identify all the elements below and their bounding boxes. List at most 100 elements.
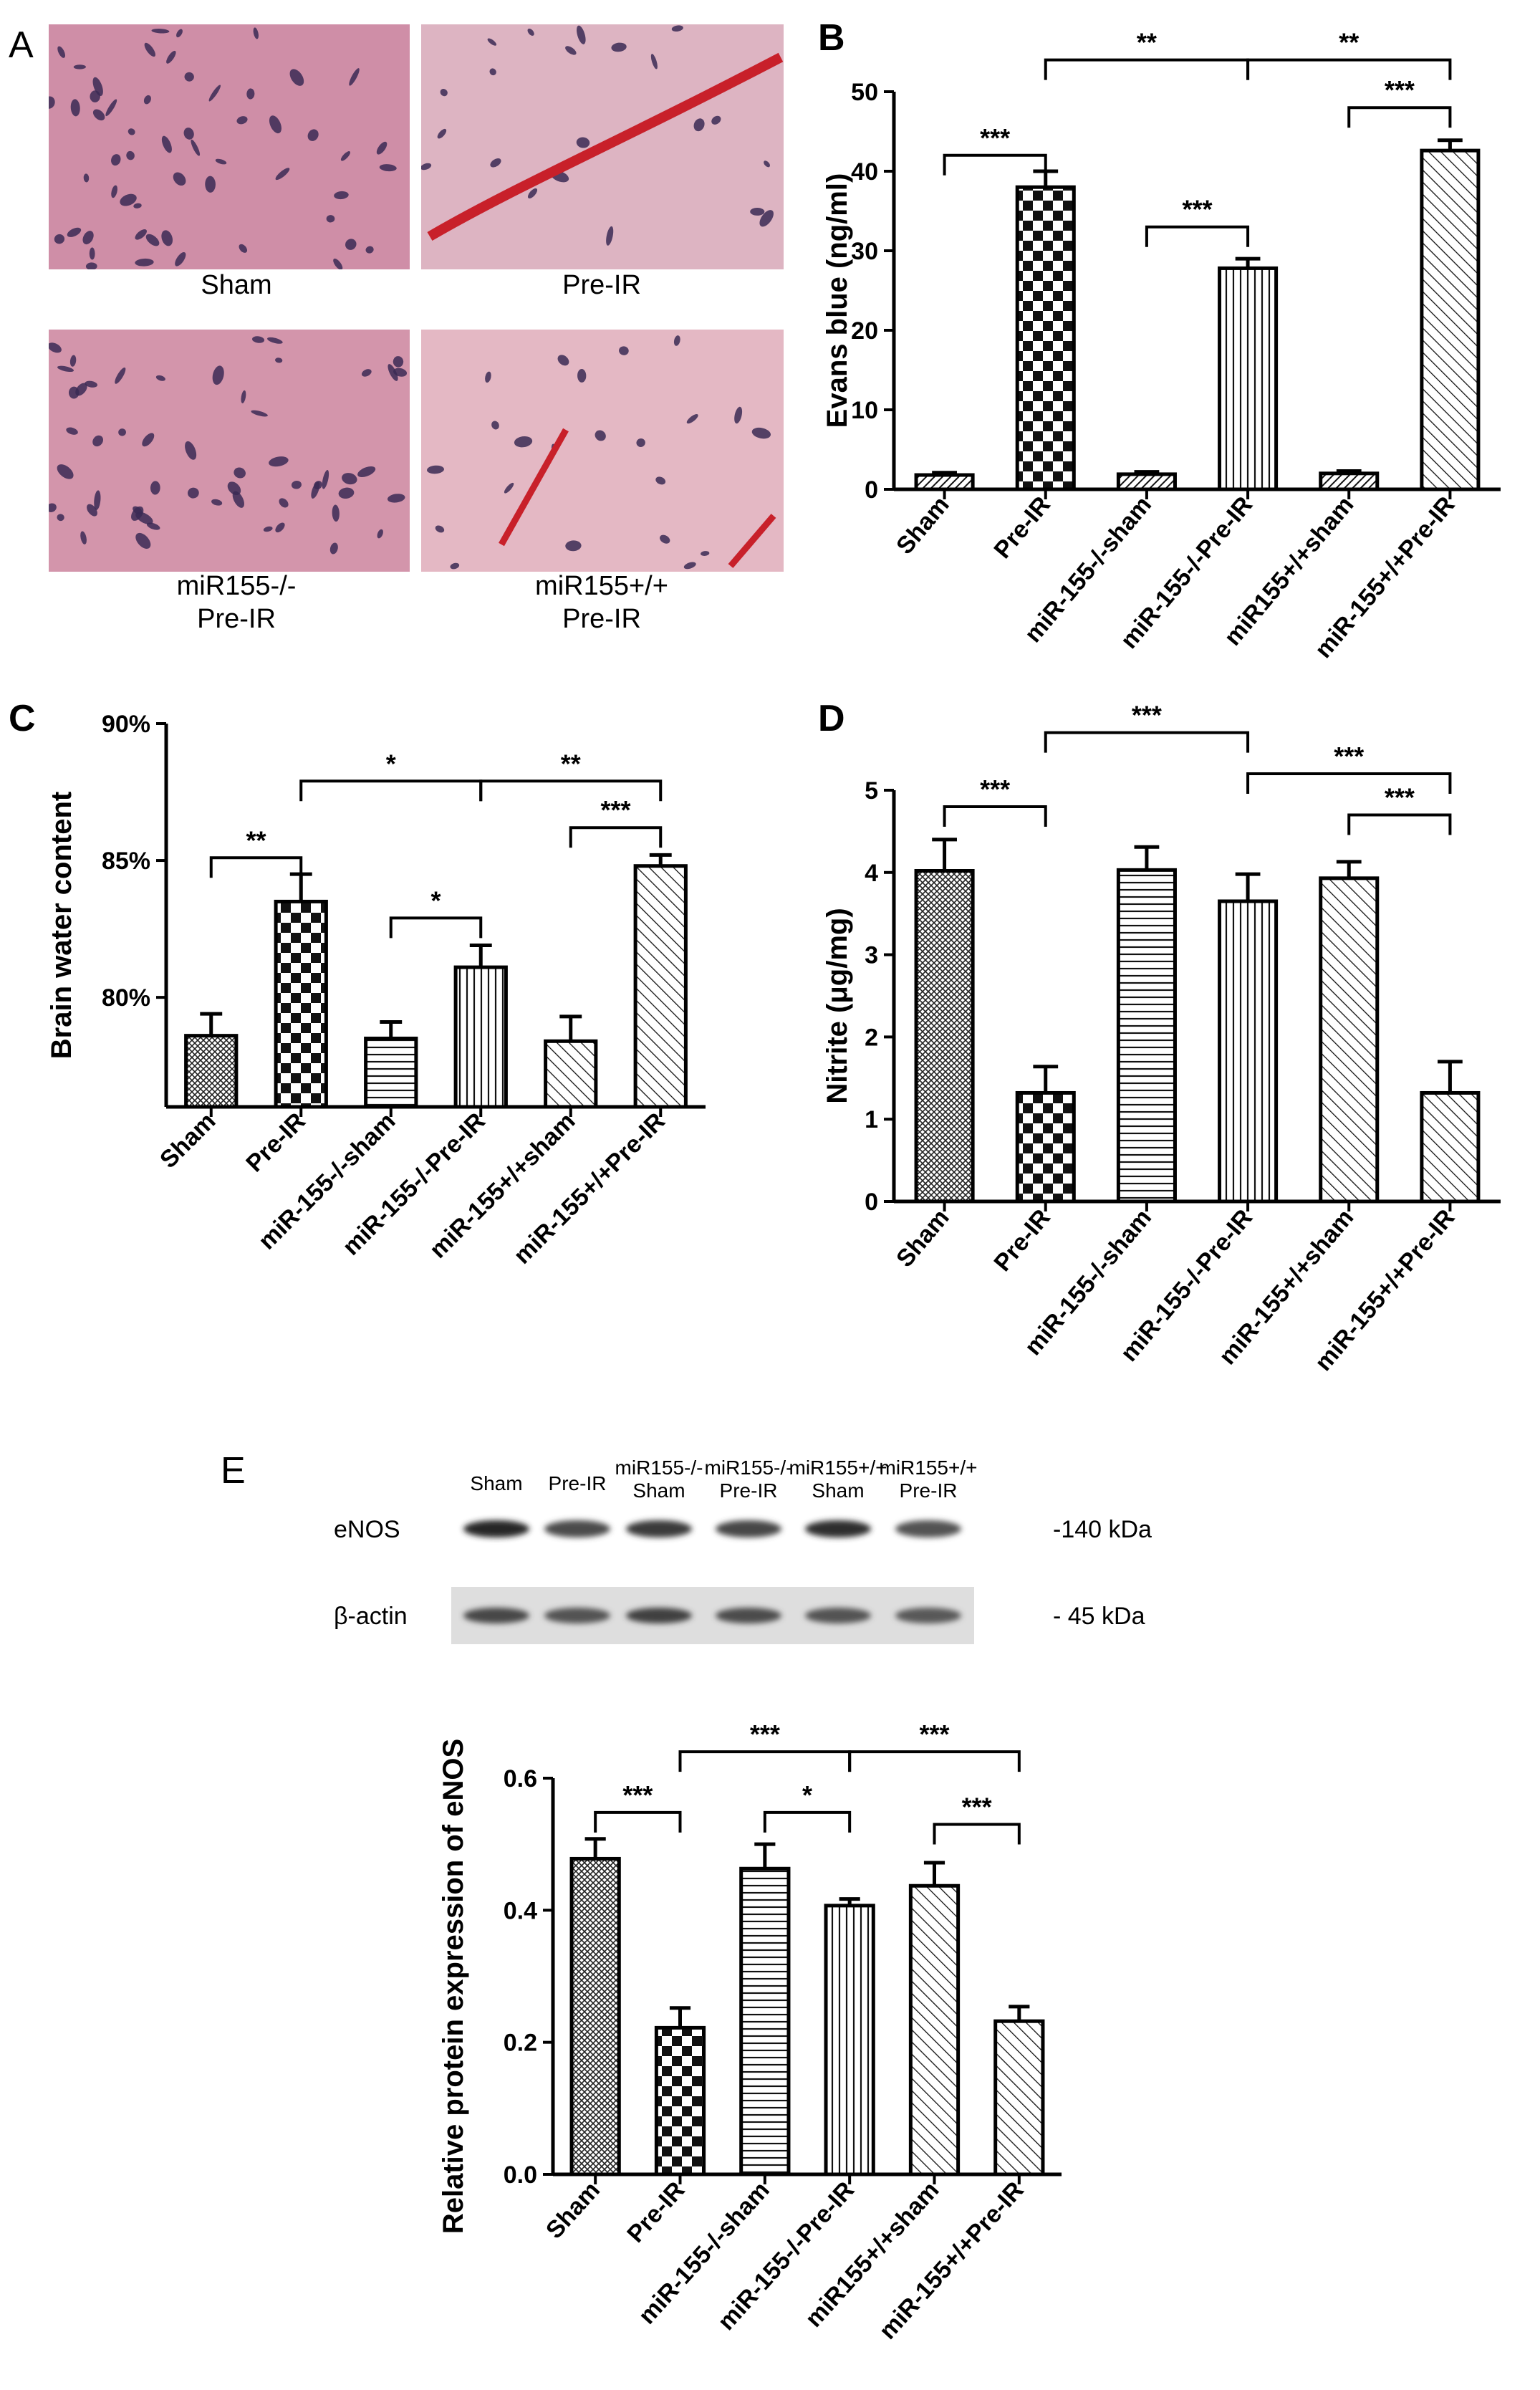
y-axis-title: Nitrite (μg/mg) (822, 908, 853, 1103)
micrograph-2 (49, 330, 410, 572)
nucleus (205, 176, 216, 193)
bar (569, 1856, 621, 2177)
nucleus (120, 193, 137, 206)
nucleus (490, 158, 501, 168)
bar (1116, 868, 1177, 1204)
nucleus (69, 355, 77, 367)
nucleus (135, 258, 154, 267)
nucleus (334, 191, 349, 200)
nucleus (485, 371, 491, 383)
nucleus (166, 50, 176, 64)
nucleus (118, 428, 126, 436)
nucleus (144, 42, 155, 57)
nucleus (514, 436, 533, 448)
nucleus (176, 29, 183, 38)
category-label: Sham (155, 1108, 221, 1174)
blot-band (463, 1608, 529, 1623)
nucleus (322, 470, 329, 489)
category-label: Sham (891, 491, 955, 560)
nucleus (345, 239, 357, 250)
bar (1218, 266, 1279, 491)
category-label: Pre-IR (988, 1204, 1055, 1277)
nucleus (49, 342, 62, 353)
nucleus (111, 154, 121, 166)
significance-label: *** (1182, 195, 1212, 224)
nucleus (145, 234, 160, 246)
bar (1218, 899, 1279, 1204)
bar (914, 473, 975, 491)
nucleus (67, 227, 82, 237)
nucleus (673, 335, 680, 346)
nucleus (57, 514, 64, 522)
y-tick-label: 2 (865, 1024, 878, 1051)
nucleus (246, 88, 255, 100)
y-tick-label: 85% (102, 848, 150, 875)
bar (824, 1904, 875, 2177)
y-tick-label: 0.6 (504, 1765, 537, 1792)
lane-label: Pre-IR (720, 1479, 778, 1502)
significance-label: *** (1334, 742, 1364, 771)
significance-bracket (389, 916, 483, 939)
nucleus (241, 390, 246, 403)
nucleus (66, 427, 78, 435)
nucleus (619, 346, 629, 355)
nucleus (92, 77, 103, 97)
nucleus (73, 64, 86, 69)
lane-label: Pre-IR (900, 1479, 958, 1502)
nucleus (49, 96, 55, 109)
bar (914, 869, 975, 1204)
nucleus (227, 481, 241, 496)
nucleus (54, 234, 65, 244)
lane-label: miR155+/+ (880, 1456, 978, 1479)
micrograph-1 (421, 24, 784, 269)
nucleus (759, 210, 774, 227)
nucleus (236, 116, 248, 125)
y-tick-label: 1 (865, 1106, 878, 1133)
significance-label: *** (980, 774, 1010, 804)
bar (184, 1034, 239, 1109)
nucleus (565, 46, 577, 55)
nucleus (85, 262, 97, 269)
blot-band (626, 1520, 692, 1537)
y-tick-label: 0.2 (504, 2030, 537, 2057)
significance-bracket (1246, 772, 1452, 795)
blot-band (805, 1520, 871, 1537)
nucleus (660, 534, 670, 544)
chart-brain-water: 80% 85% 90% Brain water content Sham Pre-IR mi… (46, 711, 706, 1270)
significance-bracket (209, 856, 303, 878)
bar (274, 899, 328, 1109)
nucleus (275, 168, 290, 181)
blood-vessel (499, 428, 569, 547)
nucleus (263, 526, 273, 532)
nucleus (577, 25, 586, 44)
significance-label: * (802, 1780, 812, 1810)
nucleus (143, 95, 151, 105)
nucleus (671, 25, 683, 32)
blot-strip (451, 1587, 974, 1644)
nucleus (376, 141, 388, 155)
lane-label: Pre-IR (549, 1472, 607, 1494)
nucleus (83, 173, 90, 183)
blot-band (626, 1608, 692, 1623)
blot-row-label: β-actin (334, 1603, 408, 1630)
nucleus (711, 115, 721, 125)
nucleus (275, 357, 283, 363)
bar (1420, 1090, 1481, 1204)
panel-label-e: E (221, 1450, 246, 1492)
nucleus (557, 355, 569, 366)
significance-label: ** (1137, 28, 1157, 57)
nucleus (232, 491, 244, 508)
blood-vessel (427, 52, 784, 241)
nucleus (215, 158, 227, 165)
y-axis-title: Relative protein expression of eNOS (438, 1739, 469, 2234)
micrograph-caption: miR155-/- (177, 571, 297, 601)
nucleus (239, 244, 248, 253)
nucleus (135, 229, 147, 240)
significance-label: *** (600, 795, 630, 825)
nucleus (750, 207, 765, 216)
panel-label-a: A (9, 24, 34, 66)
micrograph-caption: Pre-IR (197, 604, 276, 634)
significance-bracket (933, 1823, 1021, 1845)
significance-label: *** (622, 1780, 653, 1810)
